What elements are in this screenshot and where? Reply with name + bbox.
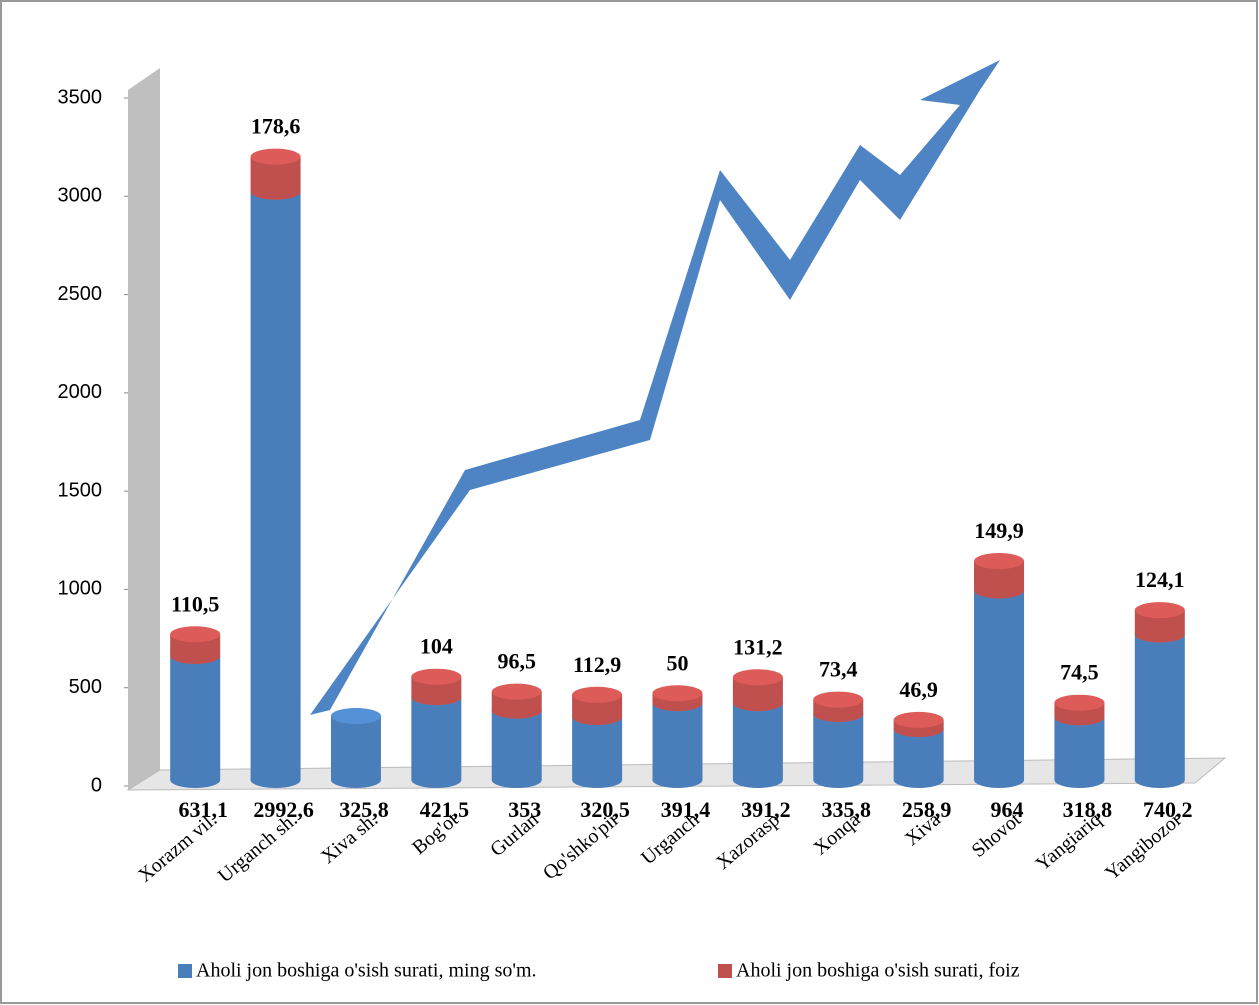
value-label: 104 (420, 634, 453, 659)
bar-segment (733, 703, 783, 788)
bar-cap (492, 684, 542, 700)
bar-segment (170, 656, 220, 788)
y-tick-label: 1000 (58, 578, 103, 600)
value-label: 131,2 (733, 634, 783, 659)
bar-segment (813, 714, 863, 788)
bar-segment (653, 703, 703, 788)
bar-segment (1135, 634, 1185, 788)
y-tick-label: 2500 (58, 283, 103, 305)
y-tick-label: 3000 (58, 185, 103, 207)
bar-cap (170, 626, 220, 642)
value-label: 112,9 (573, 652, 621, 677)
value-label: 110,5 (171, 591, 219, 616)
value-label: 74,5 (1060, 660, 1099, 685)
bar-cap (974, 553, 1024, 569)
value-label: 96,5 (497, 649, 536, 674)
bar-cap (411, 669, 461, 685)
bar-segment (572, 717, 622, 788)
legend-label: Aholi jon boshiga o'sish surati, foiz (736, 960, 1020, 982)
bar-cap (572, 687, 622, 703)
y-tick-label: 0 (91, 774, 102, 796)
y-tick-label: 500 (69, 676, 102, 698)
bar-segment (492, 711, 542, 788)
value-label: 149,9 (974, 518, 1024, 543)
value-label: 50 (667, 650, 689, 675)
bar-segment (411, 697, 461, 788)
bar-cap (733, 669, 783, 685)
legend-label: Aholi jon boshiga o'sish surati, ming so… (196, 960, 537, 982)
value-label: 124,1 (1135, 567, 1185, 592)
bar-cap (251, 149, 301, 165)
bar-segment (1054, 717, 1104, 788)
bar-cap (1135, 602, 1185, 618)
bar-segment (974, 591, 1024, 788)
legend-swatch (718, 964, 732, 978)
y-tick-label: 2000 (58, 381, 103, 403)
legend-swatch (178, 964, 192, 978)
bar-segment (331, 716, 381, 788)
value-label: 178,6 (251, 114, 301, 139)
bar-cap (1054, 695, 1104, 711)
value-label: 73,4 (819, 657, 858, 682)
bar-cap (331, 708, 381, 724)
bar-cap (894, 712, 944, 728)
bar-cap (653, 685, 703, 701)
back-wall (128, 68, 160, 790)
bar-segment (251, 192, 301, 788)
bar-cap (813, 692, 863, 708)
bar-segment (894, 729, 944, 788)
y-tick-label: 3500 (58, 86, 103, 108)
chart: Aholi jon boshiga o'sish surati, ming so… (0, 0, 1259, 1005)
y-tick-label: 1500 (58, 479, 103, 501)
value-label: 46,9 (899, 677, 938, 702)
